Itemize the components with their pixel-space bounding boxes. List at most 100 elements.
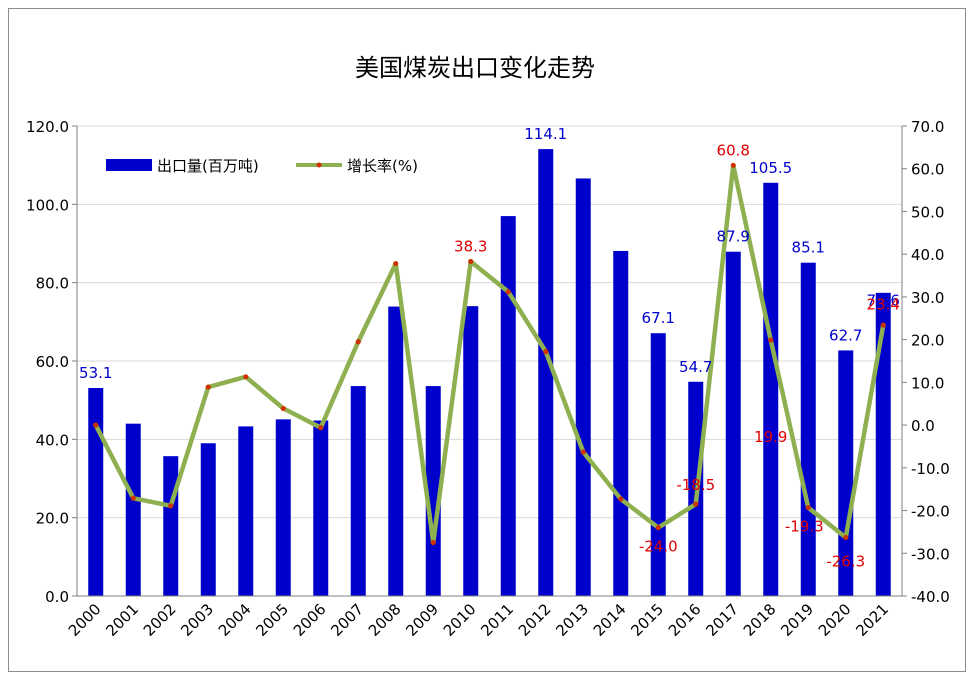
growth-marker-2019 [805, 504, 811, 511]
y-left-tick-label: 120.0 [26, 118, 69, 136]
bar-2004 [238, 426, 254, 596]
bar-2009 [425, 386, 441, 596]
x-tick-label-2002: 2002 [140, 600, 180, 640]
growth-marker-2011 [505, 289, 511, 295]
x-tick-label-2008: 2008 [365, 600, 405, 640]
growth-label-2020: -26.3 [826, 552, 865, 570]
growth-label-2016: -18.5 [676, 476, 715, 494]
growth-label-2017: 60.8 [717, 141, 750, 159]
x-tick-label-2013: 2013 [552, 600, 592, 640]
growth-marker-2018 [768, 337, 774, 343]
growth-marker-2007 [355, 339, 361, 345]
bar-label-2000: 53.1 [79, 364, 112, 382]
bar-2005 [275, 419, 291, 596]
growth-marker-2005 [280, 405, 286, 412]
bar-label-2016: 54.7 [679, 358, 712, 376]
growth-marker-2010 [468, 258, 474, 265]
bar-label-2019: 85.1 [792, 239, 825, 257]
y-right-tick-label: 60.0 [911, 161, 944, 179]
y-right-tick-label: 10.0 [911, 374, 944, 392]
x-tick-label-2021: 2021 [852, 600, 892, 640]
growth-marker-2013 [580, 449, 586, 455]
growth-label-2021: 23.4 [867, 296, 900, 314]
chart-title: 美国煤炭出口变化走势 [355, 54, 595, 82]
y-right-tick-label: 70.0 [911, 118, 944, 136]
growth-label-2015: -24.0 [639, 538, 678, 556]
growth-marker-2009 [430, 539, 436, 546]
growth-line [93, 163, 886, 545]
data-labels: 53.1 114.1 67.1 54.7 87.9 105.5 85.1 62.7 70.6 38… [79, 125, 900, 570]
legend-swatch-bars [106, 159, 152, 171]
bar-label-2018: 105.5 [749, 159, 792, 177]
x-tick-label-2006: 2006 [290, 600, 330, 640]
legend-label-line: 增长率(%) [347, 157, 418, 175]
x-tick-label-2011: 2011 [477, 600, 517, 640]
bar-2002 [163, 456, 179, 596]
x-tick-label-2010: 2010 [440, 600, 480, 640]
bar-2000 [88, 388, 104, 596]
bar-2017 [725, 251, 741, 596]
bar-2018 [763, 182, 779, 596]
growth-marker-2017 [730, 162, 736, 168]
x-tick-label-2016: 2016 [665, 600, 705, 640]
x-tick-label-2004: 2004 [215, 600, 255, 640]
bar-2012 [538, 149, 554, 596]
growth-marker-2008 [393, 260, 399, 267]
bar-2001 [125, 423, 141, 596]
y-right-tick-label: -30.0 [911, 545, 950, 563]
y-left-tick-label: 100.0 [26, 196, 69, 214]
x-tick-label-2014: 2014 [590, 600, 630, 640]
bar-2006 [313, 420, 329, 596]
y-right-tick-label: -20.0 [911, 503, 950, 521]
y-right-tick-label: 20.0 [911, 332, 944, 350]
x-tick-label-2009: 2009 [402, 600, 442, 640]
y-right-tick-label: 30.0 [911, 289, 944, 307]
growth-label-2010: 38.3 [454, 237, 487, 255]
bar-2008 [388, 306, 404, 596]
bar-label-2021: 70.6 [867, 291, 900, 309]
y-right-tick-label: 40.0 [911, 246, 944, 264]
bar-2011 [500, 216, 516, 597]
y-left-tick-label: 60.0 [36, 353, 69, 371]
growth-marker-2020 [843, 534, 849, 541]
x-tick-label-2000: 2000 [65, 600, 105, 640]
growth-label-2019: -19.3 [785, 518, 824, 536]
growth-marker-2003 [205, 384, 211, 390]
y-right-tick-label: -40.0 [911, 588, 950, 606]
x-tick-label-2015: 2015 [627, 600, 667, 640]
growth-marker-2006 [318, 425, 324, 431]
y-left-tick-label: 20.0 [36, 510, 69, 528]
legend-label-bars: 出口量(百万吨) [157, 157, 259, 175]
growth-marker-2001 [130, 495, 136, 501]
growth-marker-2004 [243, 374, 249, 380]
y-left-tick-label: 80.0 [36, 275, 69, 293]
bar-2010 [463, 306, 479, 596]
x-tick-label-2020: 2020 [815, 600, 855, 640]
bar-2014 [613, 250, 629, 597]
bar-2003 [200, 443, 216, 596]
bar-label-2020: 62.7 [829, 326, 862, 344]
bar-label-2017: 87.9 [717, 228, 750, 246]
bar-2007 [350, 386, 366, 596]
growth-marker-2021 [880, 322, 886, 328]
growth-label-2018: 19.9 [754, 428, 787, 446]
bar-label-2012: 114.1 [524, 125, 567, 143]
y-left-tick-label: 0.0 [45, 588, 69, 606]
x-tick-label-2018: 2018 [740, 600, 780, 640]
growth-line-series [93, 162, 886, 546]
x-tick-label-2001: 2001 [102, 600, 142, 640]
bar-label-2015: 67.1 [642, 309, 675, 327]
y-right-tick-label: 50.0 [911, 203, 944, 221]
bar-2021 [875, 292, 891, 596]
x-tick-label-2019: 2019 [777, 600, 817, 640]
y-left-tick-label: 40.0 [36, 431, 69, 449]
x-tick-label-2003: 2003 [177, 600, 217, 640]
legend: 出口量(百万吨) 增长率(%) [106, 157, 418, 175]
legend-marker-line [316, 162, 322, 168]
y-right-tick-label: -10.0 [911, 460, 950, 478]
bar-2019 [800, 262, 816, 596]
x-tick-label-2017: 2017 [702, 600, 742, 640]
growth-marker-2014 [618, 496, 624, 502]
chart-frame [8, 8, 966, 672]
